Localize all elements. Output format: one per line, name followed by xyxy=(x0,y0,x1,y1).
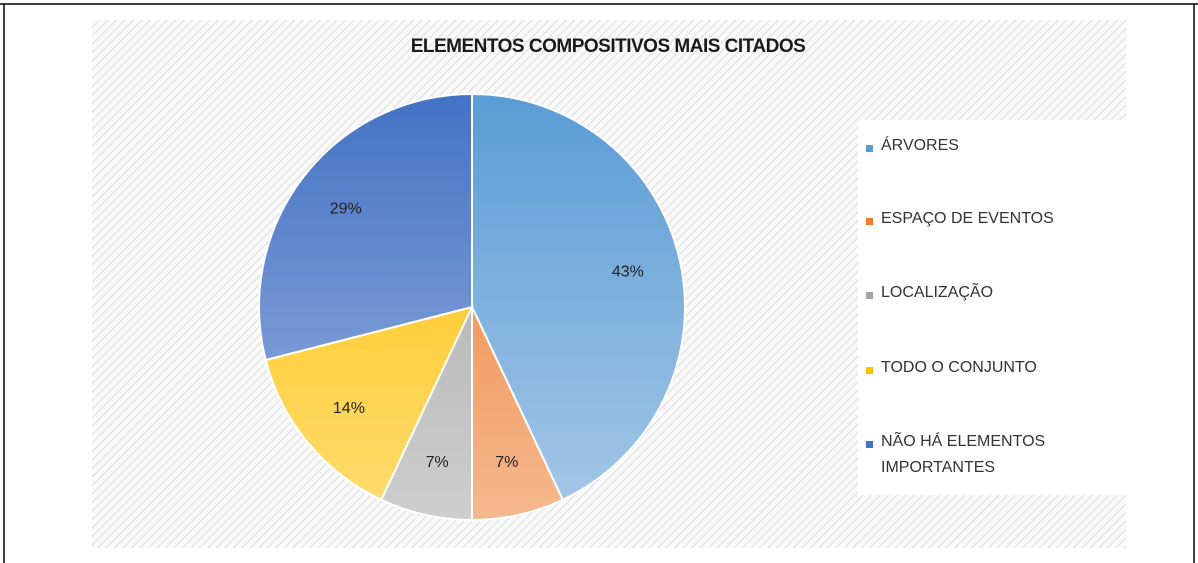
legend-swatch xyxy=(866,218,873,225)
legend-swatch xyxy=(866,367,873,374)
legend-entry: TODO O CONJUNTO xyxy=(866,359,1106,381)
legend-swatch xyxy=(866,441,873,448)
legend-label: ÁRVORES xyxy=(881,137,959,154)
pie-slice xyxy=(471,92,686,502)
legend-entry: NÃO HÁ ELEMENTOS IMPORTANTES xyxy=(866,433,1106,481)
legend-swatch xyxy=(866,145,873,152)
legend-label: NÃO HÁ ELEMENTOS IMPORTANTES xyxy=(881,433,1046,476)
legend-label: LOCALIZAÇÃO xyxy=(881,284,994,301)
legend-label: TODO O CONJUNTO xyxy=(881,359,1037,376)
pie-slice xyxy=(264,305,474,502)
data-label: 7% xyxy=(426,454,449,471)
legend-entry: ESPAÇO DE EVENTOS xyxy=(866,210,1106,232)
pie: 43% 7% 7% 14% 29% xyxy=(258,92,686,522)
data-label: 14% xyxy=(333,400,365,417)
legend-entry: ÁRVORES xyxy=(866,137,1106,159)
legend-swatch xyxy=(866,292,873,299)
legend-entry: LOCALIZAÇÃO xyxy=(866,284,1106,306)
data-label: 43% xyxy=(612,263,644,280)
legend-label: ESPAÇO DE EVENTOS xyxy=(881,210,1054,227)
chart-title: ELEMENTOS COMPOSITIVOS MAIS CITADOS xyxy=(411,36,806,57)
legend: ÁRVORES ESPAÇO DE EVENTOS LOCALIZAÇÃO TODO … xyxy=(858,120,1126,495)
data-label: 7% xyxy=(495,454,518,471)
pie-slice xyxy=(258,92,473,362)
data-label: 29% xyxy=(330,200,362,217)
